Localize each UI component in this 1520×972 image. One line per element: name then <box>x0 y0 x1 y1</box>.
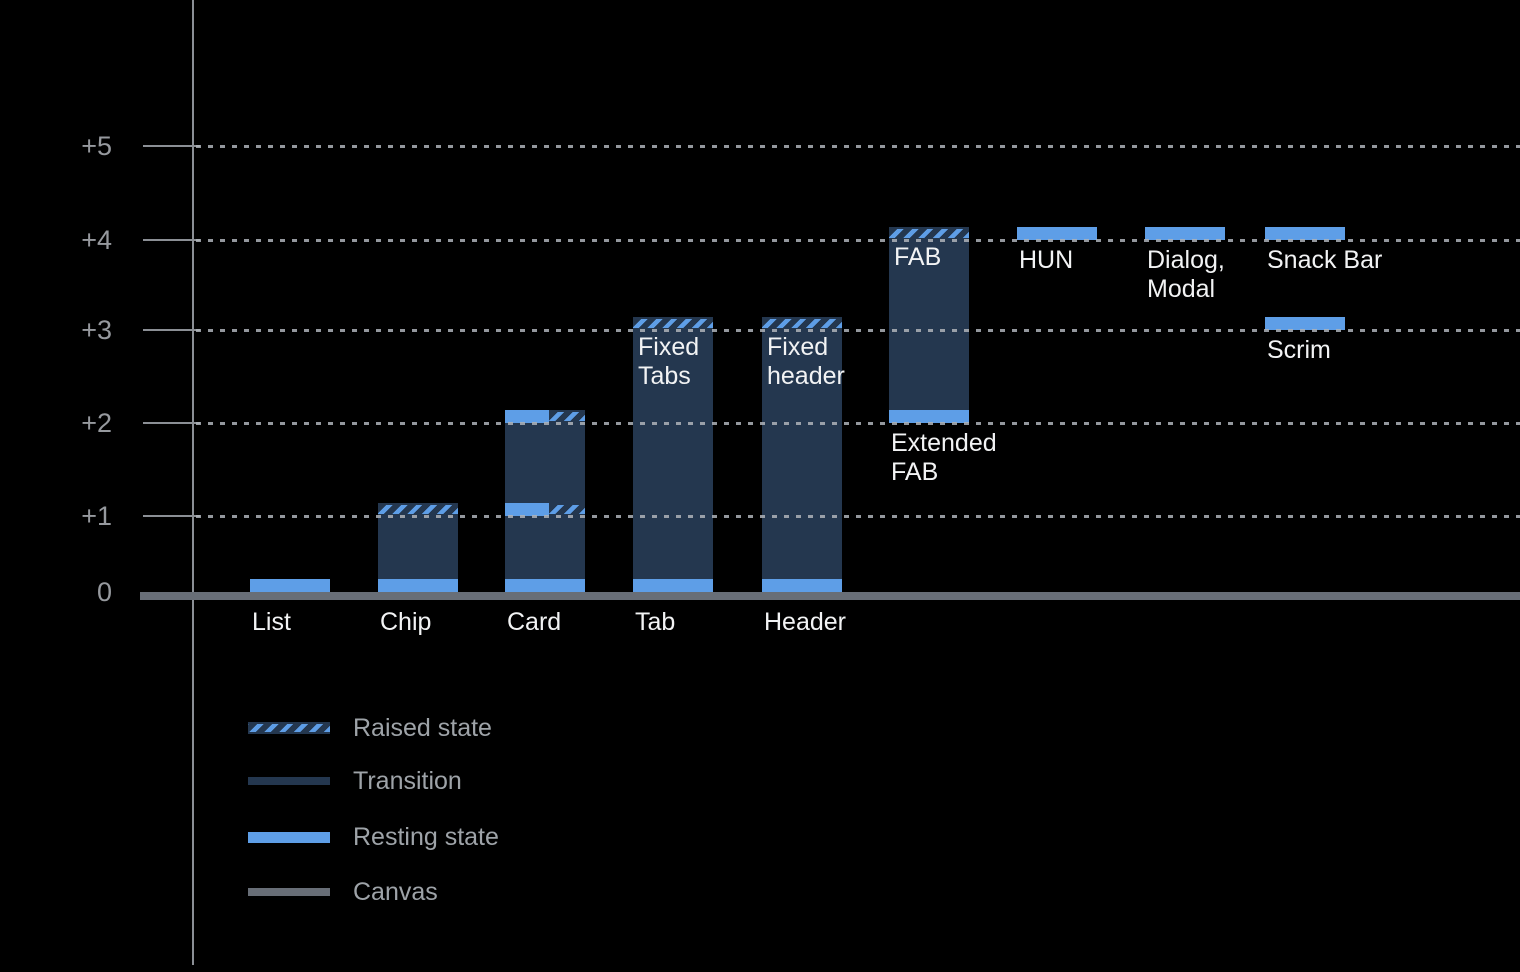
y-tick-label-+5: +5 <box>81 131 112 161</box>
legend-label-resting-state: Resting state <box>353 822 499 851</box>
y-tick-label-+1: +1 <box>81 501 112 531</box>
fab-resting-band <box>889 410 969 423</box>
y-axis-tick <box>143 329 200 331</box>
dialog-modal-below-label: Dialog, Modal <box>1147 246 1225 303</box>
gridline-+2 <box>196 422 1520 425</box>
gridline-+3 <box>196 329 1520 332</box>
scrim-below-label: Scrim <box>1267 336 1331 364</box>
card-resting-band <box>505 410 549 423</box>
legend-label-canvas: Canvas <box>353 877 438 906</box>
y-axis-line <box>192 0 194 965</box>
legend-row-canvas: Canvas <box>248 877 438 907</box>
tab-inner-label: Fixed Tabs <box>638 333 700 390</box>
hun-resting-band <box>1017 227 1097 240</box>
header-transition-segment <box>762 330 842 592</box>
gridline-+1 <box>196 515 1520 518</box>
tab-axis-label: Tab <box>635 608 676 636</box>
hun-below-label: HUN <box>1019 246 1074 274</box>
fab-below-label: Extended FAB <box>891 429 997 486</box>
card-resting-band <box>505 579 585 592</box>
card-axis-label: Card <box>507 608 562 636</box>
chip-axis-label: Chip <box>380 608 432 636</box>
scrim-resting-band <box>1265 317 1345 330</box>
legend-label-transition: Transition <box>353 766 462 795</box>
legend-label-raised-state: Raised state <box>353 713 492 742</box>
legend-row-resting-state: Resting state <box>248 822 499 852</box>
transition-swatch-icon <box>248 777 330 785</box>
y-axis-tick <box>143 145 200 147</box>
y-tick-label-+3: +3 <box>81 315 112 345</box>
tab-transition-segment <box>633 330 713 592</box>
y-tick-label-+2: +2 <box>81 408 112 438</box>
y-axis-tick <box>143 239 200 241</box>
chip-resting-band <box>378 579 458 592</box>
tab-resting-band <box>633 579 713 592</box>
header-inner-label: Fixed header <box>767 333 845 390</box>
card-resting-band <box>505 503 549 516</box>
resting-state-swatch-icon <box>248 831 330 843</box>
snack-bar-below-label: Snack Bar <box>1267 246 1383 274</box>
y-axis-tick <box>143 515 200 517</box>
y-axis-tick <box>143 422 200 424</box>
raised-state-swatch-icon <box>248 722 330 734</box>
y-tick-label-+4: +4 <box>81 225 112 255</box>
list-axis-label: List <box>252 608 291 636</box>
fab-inner-label: FAB <box>894 243 942 271</box>
canvas-swatch-icon <box>248 888 330 896</box>
snack-bar-resting-band <box>1265 227 1345 240</box>
canvas-baseline <box>140 592 1520 600</box>
header-axis-label: Header <box>764 608 846 636</box>
gridline-+5 <box>196 145 1520 148</box>
dialog-modal-resting-band <box>1145 227 1225 240</box>
y-tick-label-0: 0 <box>96 577 112 607</box>
legend-row-raised-state: Raised state <box>248 713 492 743</box>
list-resting-band <box>250 579 330 592</box>
gridline-+4 <box>196 239 1520 242</box>
legend-row-transition: Transition <box>248 766 462 796</box>
header-resting-band <box>762 579 842 592</box>
